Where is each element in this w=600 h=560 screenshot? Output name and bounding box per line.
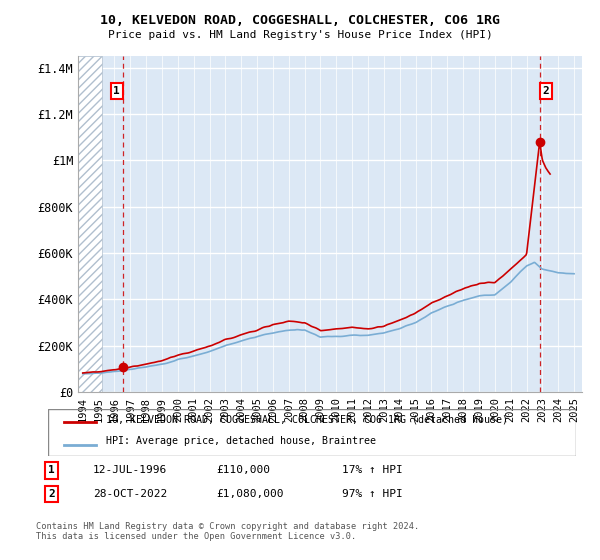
Text: 1: 1 xyxy=(48,465,55,475)
Text: 2: 2 xyxy=(543,86,550,96)
Text: 12-JUL-1996: 12-JUL-1996 xyxy=(93,465,167,475)
Text: Contains HM Land Registry data © Crown copyright and database right 2024.
This d: Contains HM Land Registry data © Crown c… xyxy=(36,522,419,542)
Text: 10, KELVEDON ROAD, COGGESHALL, COLCHESTER, CO6 1RG: 10, KELVEDON ROAD, COGGESHALL, COLCHESTE… xyxy=(100,14,500,27)
Text: 28-OCT-2022: 28-OCT-2022 xyxy=(93,489,167,499)
Text: 2: 2 xyxy=(48,489,55,499)
Text: 97% ↑ HPI: 97% ↑ HPI xyxy=(342,489,403,499)
Text: 10, KELVEDON ROAD, COGGESHALL, COLCHESTER, CO6 1RG (detached house): 10, KELVEDON ROAD, COGGESHALL, COLCHESTE… xyxy=(106,414,508,424)
Bar xyxy=(78,56,102,392)
Text: 17% ↑ HPI: 17% ↑ HPI xyxy=(342,465,403,475)
Text: £110,000: £110,000 xyxy=(216,465,270,475)
Text: Price paid vs. HM Land Registry's House Price Index (HPI): Price paid vs. HM Land Registry's House … xyxy=(107,30,493,40)
Text: £1,080,000: £1,080,000 xyxy=(216,489,284,499)
Text: HPI: Average price, detached house, Braintree: HPI: Average price, detached house, Brai… xyxy=(106,436,376,446)
Text: 1: 1 xyxy=(113,86,120,96)
